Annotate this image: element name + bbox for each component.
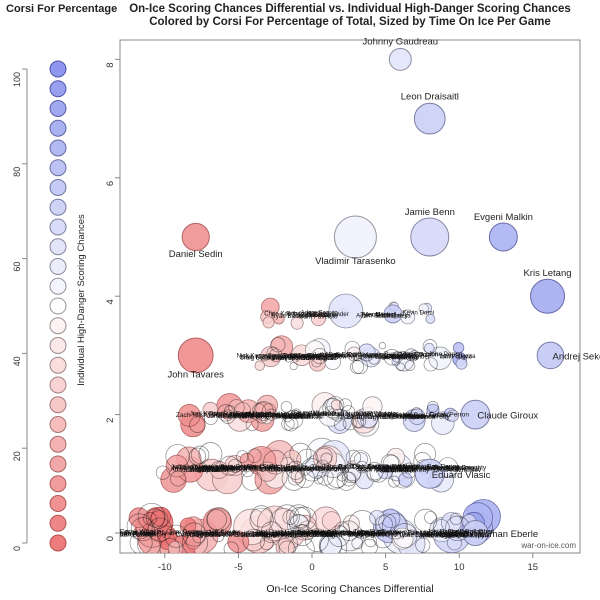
svg-text:war-on-ice.com: war-on-ice.com — [520, 541, 576, 550]
svg-text:Paul Nash: Paul Nash — [125, 530, 156, 537]
svg-text:80: 80 — [12, 167, 22, 177]
svg-text:-5: -5 — [234, 562, 242, 573]
svg-text:Jamie Benn: Jamie Benn — [405, 207, 455, 218]
svg-text:John Larkin: John Larkin — [383, 412, 417, 419]
svg-text:On-Ice Scoring Chances Differe: On-Ice Scoring Chances Differential vs. … — [129, 3, 571, 15]
svg-text:Scott Spezza: Scott Spezza — [374, 313, 411, 320]
svg-text:6: 6 — [105, 181, 116, 186]
svg-text:Corsi For Percentage: Corsi For Percentage — [6, 3, 117, 15]
svg-text:Eric Nash: Eric Nash — [282, 413, 311, 420]
svg-text:On-Ice Scoring Chances Differe: On-Ice Scoring Chances Differential — [266, 583, 433, 595]
svg-text:Daniel Sedin: Daniel Sedin — [169, 249, 223, 260]
svg-text:Jake Palat: Jake Palat — [237, 532, 268, 539]
svg-text:Roman Eberle: Roman Eberle — [477, 529, 538, 540]
svg-text:0: 0 — [105, 536, 116, 541]
svg-text:100: 100 — [12, 72, 22, 87]
svg-text:Scott Nylander: Scott Nylander — [308, 311, 349, 318]
svg-text:0: 0 — [309, 562, 314, 573]
svg-text:Nick Kuznetsov: Nick Kuznetsov — [237, 353, 281, 360]
svg-text:Ryan Backes: Ryan Backes — [271, 313, 307, 320]
svg-text:5: 5 — [383, 562, 388, 573]
svg-text:2: 2 — [105, 418, 116, 423]
svg-text:John Spezza: John Spezza — [440, 353, 476, 360]
svg-text:Paul Pavelski: Paul Pavelski — [338, 464, 378, 471]
svg-text:Jeff Backes: Jeff Backes — [313, 352, 345, 359]
svg-text:Vladimir Tarasenko: Vladimir Tarasenko — [315, 256, 396, 267]
svg-text:Evgeni Malkin: Evgeni Malkin — [474, 212, 533, 223]
svg-text:60: 60 — [12, 262, 22, 272]
svg-text:Leon Draisaitl: Leon Draisaitl — [401, 92, 459, 103]
svg-text:4: 4 — [105, 299, 116, 304]
svg-text:Dan Wheeler: Dan Wheeler — [228, 414, 267, 421]
svg-text:Individual High-Danger Scoring: Individual High-Danger Scoring Chances — [76, 214, 87, 386]
svg-text:Adam Kuznetsov: Adam Kuznetsov — [364, 352, 412, 359]
svg-text:Claude Giroux: Claude Giroux — [477, 411, 538, 422]
svg-text:20: 20 — [12, 451, 22, 461]
svg-text:Eduard Vlasic: Eduard Vlasic — [432, 470, 491, 481]
svg-text:40: 40 — [12, 356, 22, 366]
svg-text:Johnny Gaudreau: Johnny Gaudreau — [363, 36, 439, 47]
svg-text:Luke Gallagher: Luke Gallagher — [297, 530, 343, 537]
svg-text:Colored by Corsi For Percentag: Colored by Corsi For Percentage of Total… — [149, 16, 551, 28]
svg-text:-10: -10 — [158, 562, 172, 573]
svg-text:Craig Spezza: Craig Spezza — [360, 530, 400, 537]
svg-text:Alex Kuznetsov: Alex Kuznetsov — [254, 466, 300, 473]
svg-text:Kris Letang: Kris Letang — [523, 268, 571, 279]
svg-text:10: 10 — [454, 562, 465, 573]
svg-text:Andrej Sekera: Andrej Sekera — [553, 351, 600, 362]
svg-text:8: 8 — [105, 62, 116, 67]
svg-text:0: 0 — [12, 546, 22, 551]
svg-text:Tyler Kuznetsov: Tyler Kuznetsov — [193, 530, 241, 537]
svg-text:Mark Palat: Mark Palat — [190, 467, 222, 474]
svg-text:Mike Foligno: Mike Foligno — [421, 532, 459, 539]
svg-text:Derek Perron: Derek Perron — [430, 412, 470, 419]
svg-text:John Tavares: John Tavares — [168, 369, 225, 380]
svg-text:15: 15 — [528, 562, 539, 573]
